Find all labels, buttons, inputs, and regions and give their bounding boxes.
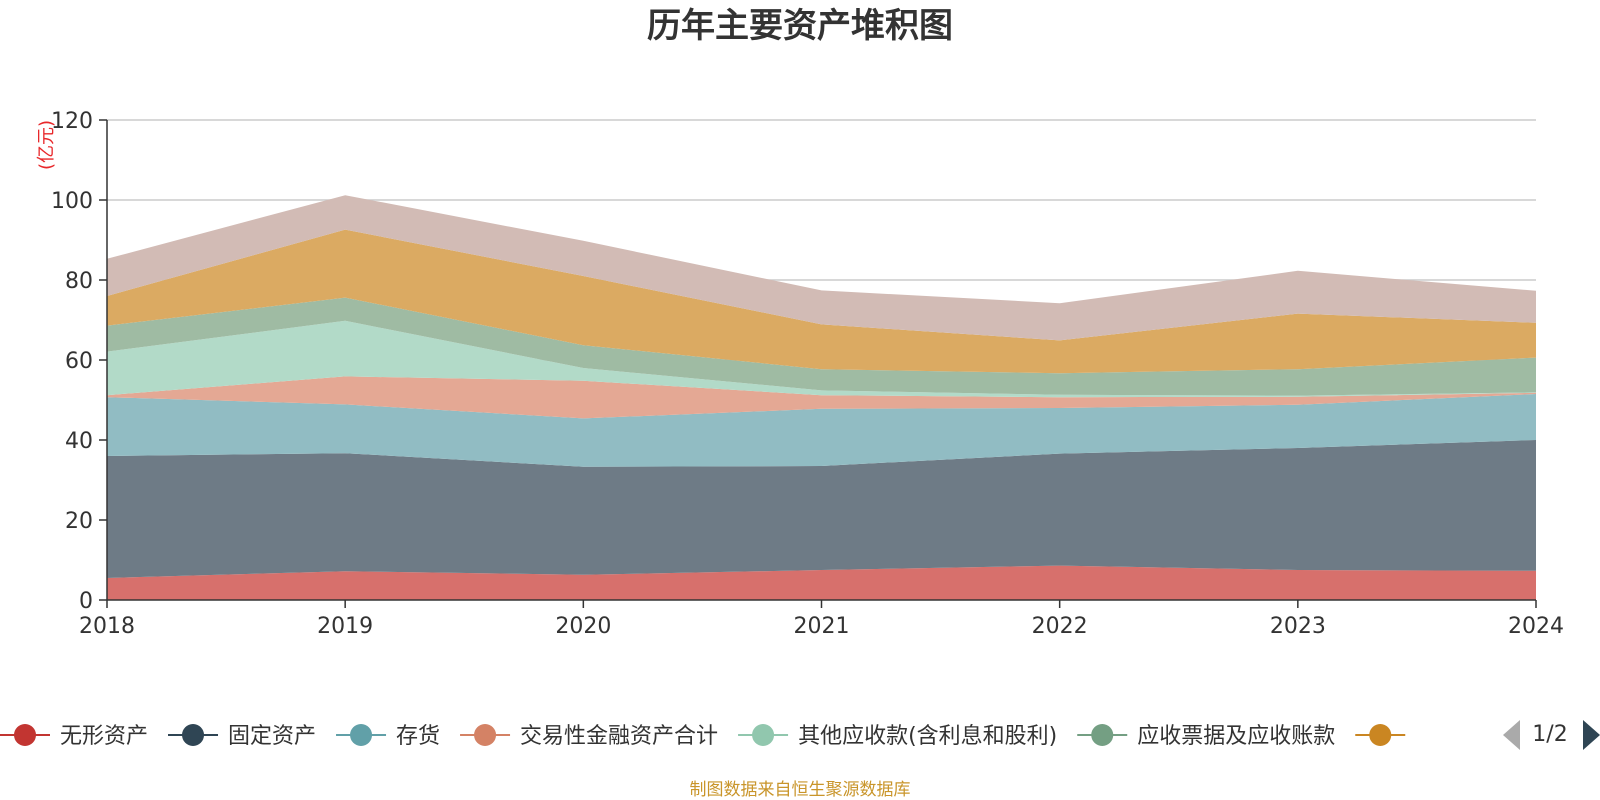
- legend-label: 交易性金融资产合计: [520, 724, 718, 749]
- legend-item-4[interactable]: 交易性金融资产合计: [460, 724, 718, 749]
- legend-circle-icon: [1369, 724, 1392, 746]
- legend-label: 无形资产: [60, 724, 148, 749]
- axes: [99, 119, 1537, 608]
- area-series-1: [107, 565, 1536, 600]
- legend-label: 应收票据及应收账款: [1137, 724, 1335, 749]
- legend-item-6[interactable]: 应收票据及应收账款: [1077, 724, 1335, 749]
- triangle-right-icon[interactable]: [1583, 720, 1600, 750]
- legend-circle-icon: [350, 724, 373, 746]
- y-tick-label: 60: [65, 349, 93, 374]
- legend-item-3[interactable]: 存货: [336, 724, 440, 749]
- x-tick-label: 2022: [1032, 614, 1088, 639]
- y-tick-label: 100: [51, 189, 93, 214]
- legend-circle-icon: [182, 724, 205, 746]
- legend-item-1[interactable]: 无形资产: [0, 724, 148, 749]
- area-series-5: [107, 320, 1536, 398]
- x-tick-label: 2019: [317, 614, 373, 639]
- y-tick-label: 0: [79, 589, 93, 614]
- area-series-2: [107, 440, 1536, 578]
- y-tick-label: 120: [51, 109, 93, 134]
- area-series-7: [107, 229, 1536, 374]
- x-tick-label: 2018: [79, 614, 135, 639]
- legend-item-5[interactable]: 其他应收款(含利息和股利): [738, 724, 1057, 749]
- legend-item-7[interactable]: [1355, 724, 1406, 746]
- x-tick-label: 2021: [794, 614, 850, 639]
- x-tick-label: 2023: [1270, 614, 1326, 639]
- x-tick-label: 2024: [1508, 614, 1564, 639]
- legend-item-2[interactable]: 固定资产: [168, 724, 316, 749]
- area-series: [107, 195, 1536, 600]
- legend-circle-icon: [14, 724, 36, 746]
- legend-circle-icon: [474, 724, 497, 746]
- legend-label: 固定资产: [228, 724, 316, 749]
- y-tick-label: 20: [65, 509, 93, 534]
- legend-label: 其他应收款(含利息和股利): [798, 724, 1057, 749]
- area-series-3: [107, 394, 1536, 467]
- legend-label: 存货: [396, 724, 440, 749]
- legend-pager: 1/2: [1503, 720, 1600, 750]
- y-tick-labels: 0 20 40 60 80 100 120: [51, 109, 93, 614]
- y-tick-label: 40: [65, 429, 93, 454]
- area-series-8: [107, 195, 1536, 341]
- data-source-footer: 制图数据来自恒生聚源数据库: [690, 780, 911, 800]
- legend-circle-icon: [752, 724, 775, 746]
- legend-page-indicator: 1/2: [1532, 722, 1567, 747]
- y-tick-label: 80: [65, 269, 93, 294]
- x-tick-labels: 2018 2019 2020 2021 2022 2023 2024: [79, 614, 1564, 639]
- legend: 无形资产 固定资产 存货 交易性金融资产合计 其他应收款(含利息和股利) 应收票据及应收账…: [0, 724, 1406, 749]
- chart-title: 历年主要资产堆积图: [647, 6, 953, 46]
- area-series-4: [107, 376, 1536, 419]
- triangle-left-icon[interactable]: [1503, 720, 1520, 750]
- legend-circle-icon: [1091, 724, 1114, 746]
- y-axis-unit: (亿元): [36, 120, 57, 170]
- x-tick-label: 2020: [555, 614, 611, 639]
- area-series-6: [107, 297, 1536, 396]
